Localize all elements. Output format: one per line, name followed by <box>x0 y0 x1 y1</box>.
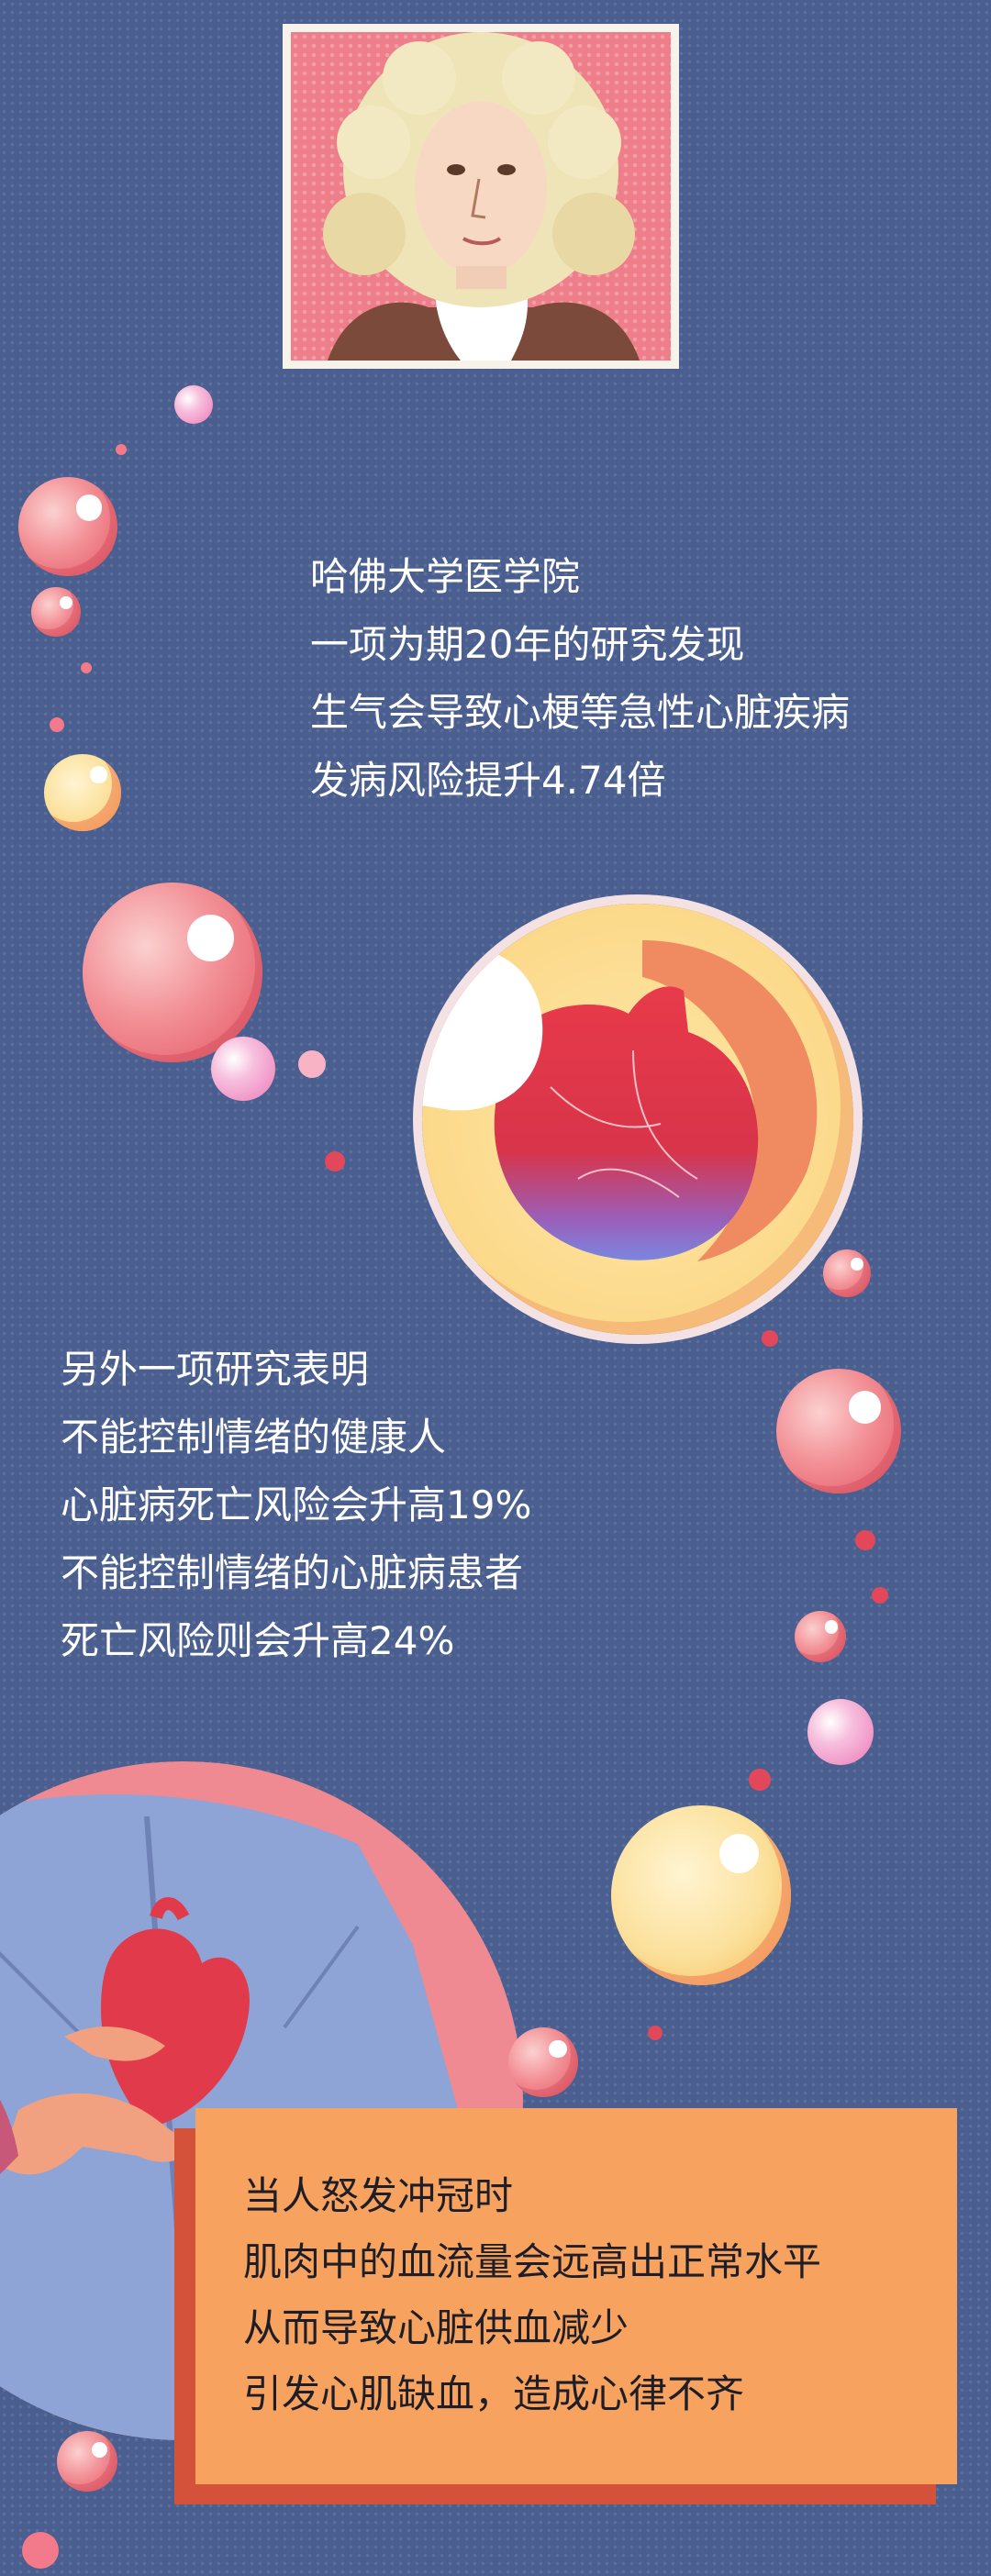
bubble-red-5 <box>795 1611 846 1662</box>
text-line: 哈佛大学医学院 <box>310 554 581 599</box>
text-line: 当人怒发冲冠时 <box>243 2173 514 2218</box>
dot-1 <box>116 444 127 455</box>
bubble-yellow-1 <box>44 754 121 831</box>
text-line: 不能控制情绪的健康人 <box>61 1415 447 1460</box>
dot-10 <box>648 2026 663 2040</box>
bubble-red-7 <box>57 2431 117 2492</box>
text-line: 心脏病死亡风险会升高19% <box>61 1482 532 1527</box>
bubble-yellow-2 <box>611 1805 791 1985</box>
bubble-red-6 <box>508 2027 578 2097</box>
text-line: 引发心肌缺血，造成心律不齐 <box>243 2371 745 2416</box>
text-block-2: 另外一项研究表明 不能控制情绪的健康人 心脏病死亡风险会升高19% 不能控制情绪… <box>61 1336 531 1675</box>
dot-4 <box>298 1050 326 1078</box>
heart-svg <box>422 940 818 1261</box>
dot-11 <box>22 2532 59 2569</box>
text-line: 肌肉中的血流量会远高出正常水平 <box>243 2239 822 2284</box>
bubble-pink-3 <box>807 1699 874 1765</box>
text-line: 另外一项研究表明 <box>61 1347 370 1392</box>
portrait-frame <box>283 24 679 369</box>
orange-text-box: 当人怒发冲冠时 肌肉中的血流量会远高出正常水平 从而导致心脏供血减少 引发心肌缺… <box>195 2108 957 2484</box>
bubble-pink-1 <box>174 385 213 424</box>
portrait-illustration <box>291 32 671 361</box>
bubble-red-4 <box>776 1369 901 1493</box>
dot-2 <box>81 662 92 673</box>
dot-9 <box>749 1769 771 1791</box>
text-line: 生气会导致心梗等急性心脏疾病 <box>310 690 851 735</box>
dot-3 <box>50 717 64 732</box>
dot-8 <box>872 1587 888 1604</box>
text-block-1: 哈佛大学医学院 一项为期20年的研究发现 生气会导致心梗等急性心脏疾病 发病风险… <box>310 543 850 815</box>
bubble-red-2 <box>31 587 81 637</box>
bubble-red-1 <box>18 477 117 576</box>
text-line: 一项为期20年的研究发现 <box>310 622 745 667</box>
bubble-pink-2 <box>211 1037 275 1101</box>
bubble-red-3 <box>823 1249 871 1297</box>
dot-6 <box>762 1330 778 1347</box>
text-line: 从而导致心脏供血减少 <box>243 2305 629 2350</box>
text-line: 不能控制情绪的心脏病患者 <box>61 1550 524 1595</box>
heart-illustration <box>422 904 853 1335</box>
text-line: 发病风险提升4.74倍 <box>310 758 666 803</box>
bubble-red-large <box>83 883 262 1062</box>
dot-5 <box>325 1151 345 1171</box>
portrait-svg <box>323 32 640 361</box>
dot-7 <box>855 1530 875 1550</box>
text-line: 死亡风险则会升高24% <box>61 1618 455 1663</box>
